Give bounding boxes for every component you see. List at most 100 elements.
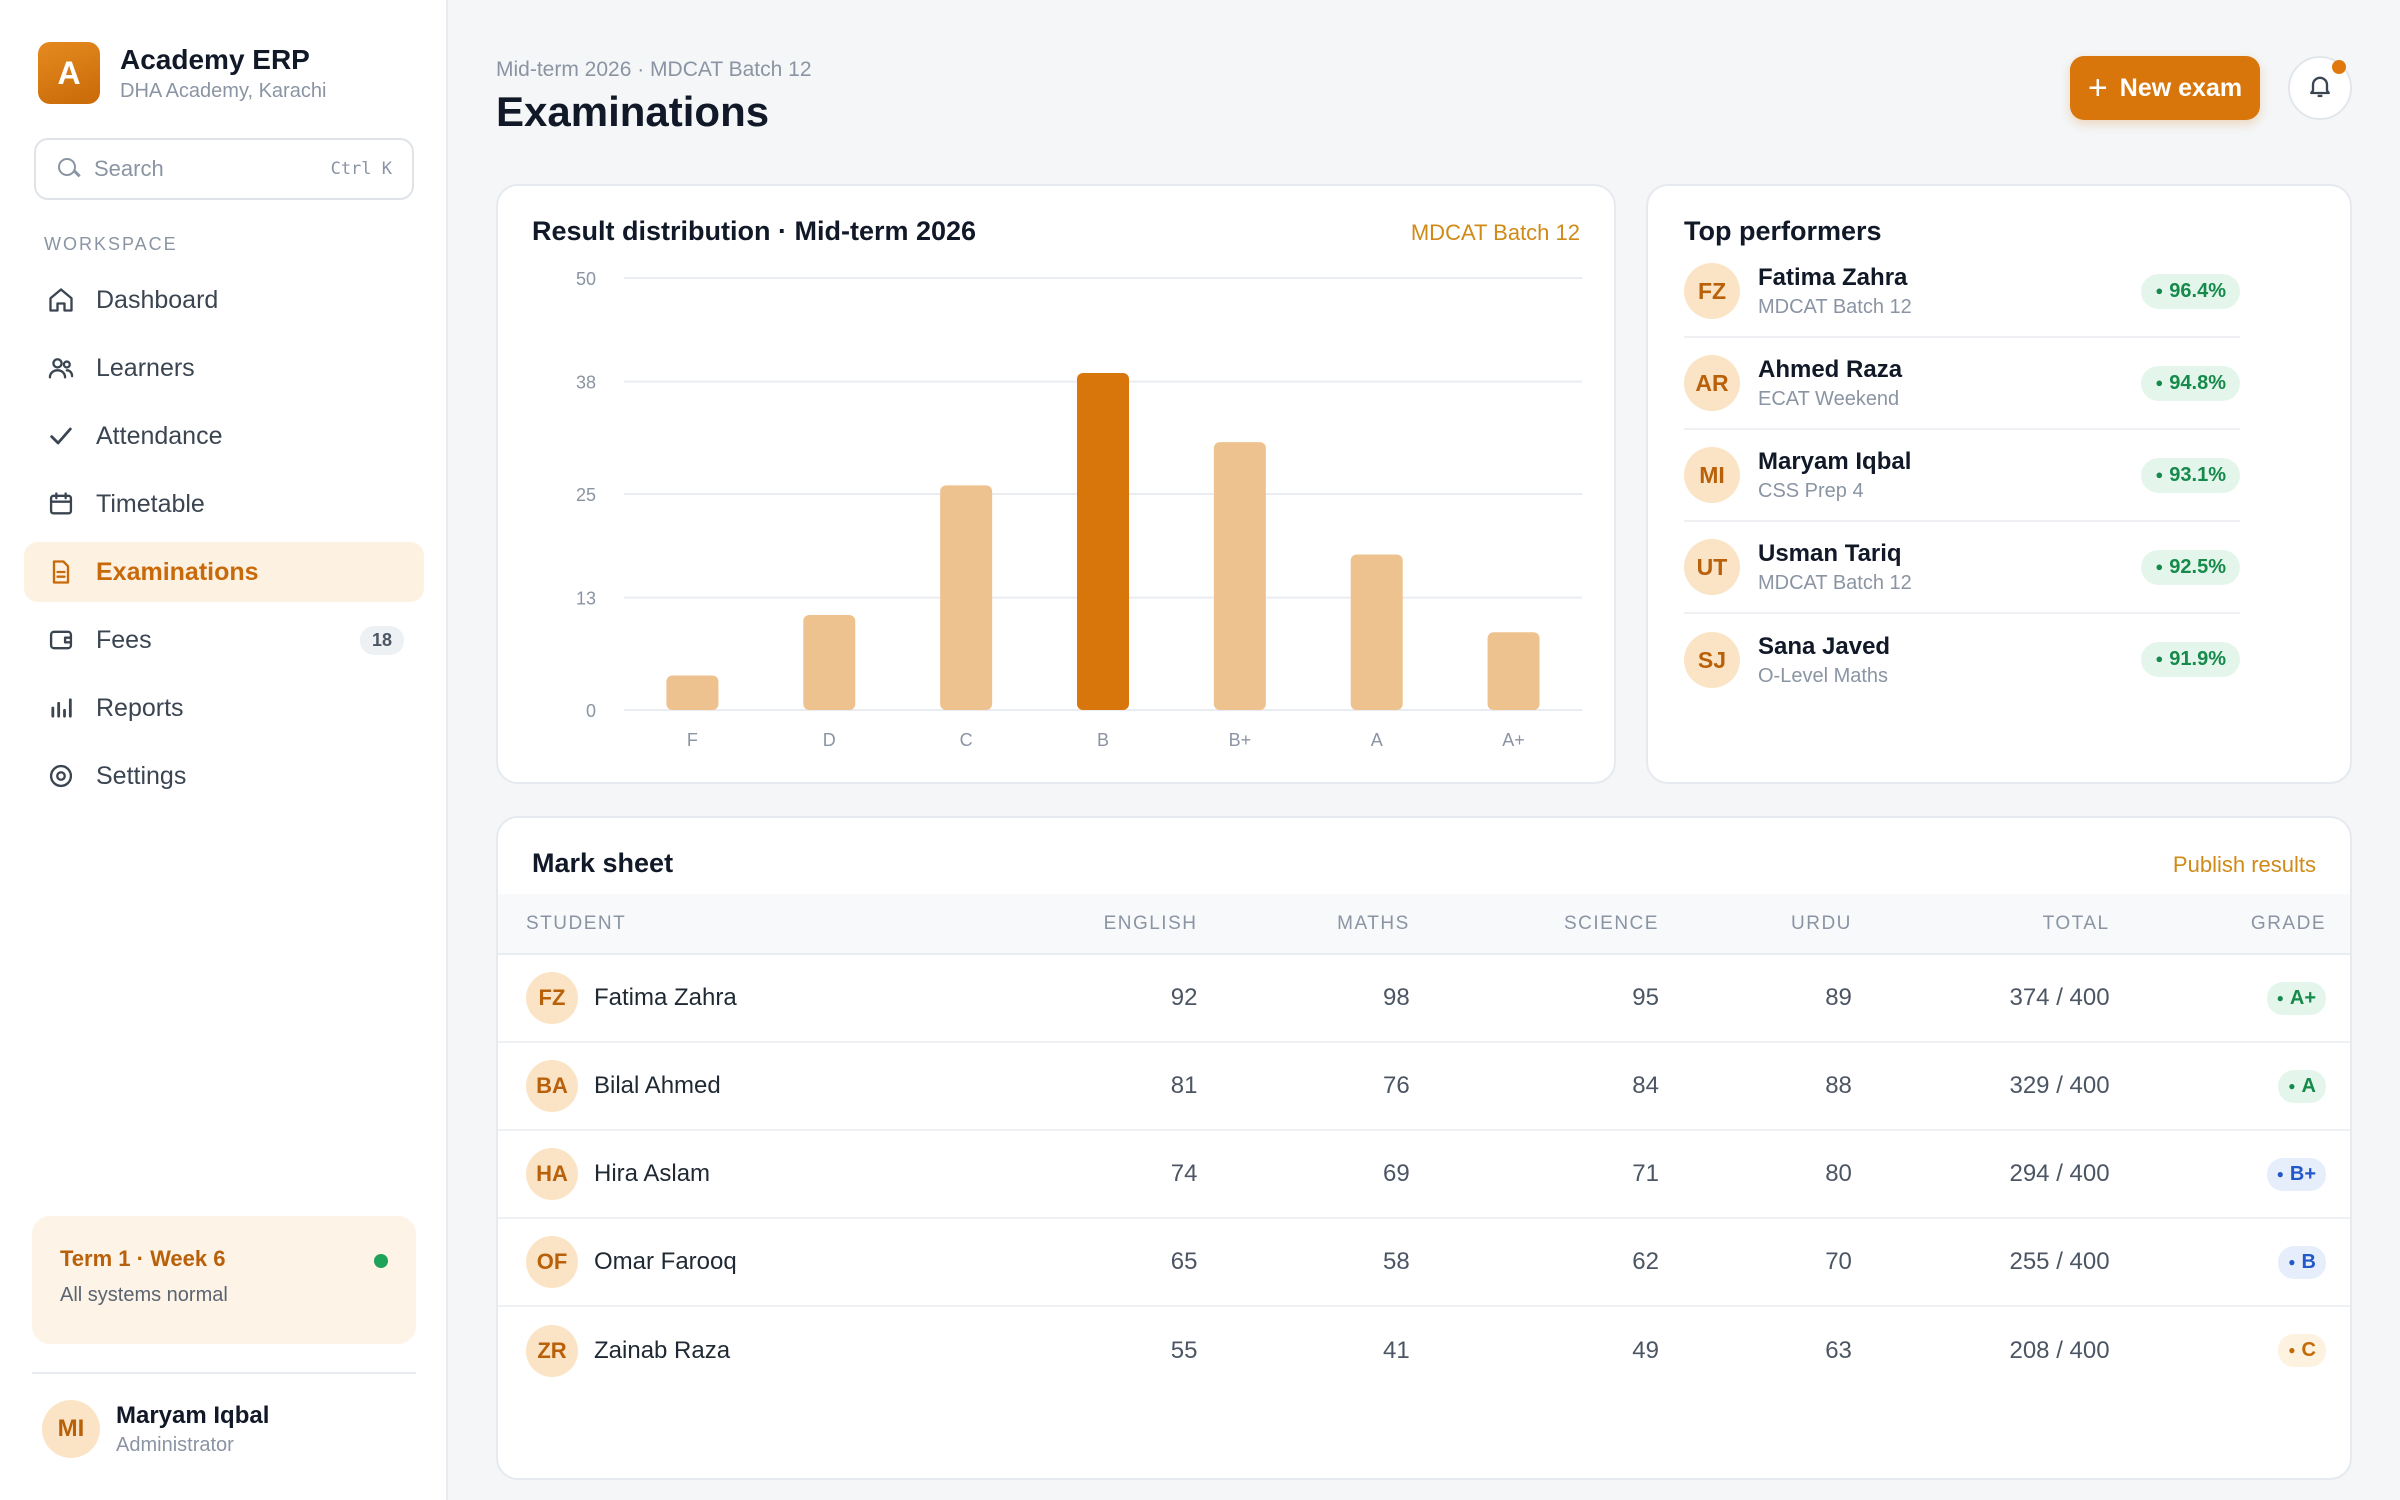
list-item[interactable]: FZ Fatima Zahra MDCAT Batch 12 96.4% [1684, 246, 2240, 338]
performer-batch: MDCAT Batch 12 [1758, 295, 1912, 318]
sidebar-item-label: Timetable [96, 489, 205, 518]
y-tick-label: 50 [576, 269, 596, 289]
new-exam-label: New exam [2119, 73, 2243, 102]
search-placeholder: Search [94, 156, 164, 181]
avatar: MI [1684, 447, 1740, 503]
breadcrumb: Mid-term 2026 · MDCAT Batch 12 [496, 58, 812, 81]
page-title: Examinations [496, 88, 770, 135]
english-score: 65 [1170, 1248, 1198, 1275]
user-role: Administrator [116, 1433, 234, 1456]
avatar: FZ [1684, 263, 1740, 319]
top-performers-card: Top performers FZ Fatima Zahra MDCAT Bat… [1646, 184, 2352, 784]
term-status-title: Term 1 · Week 6 [60, 1246, 226, 1271]
mark-sheet-card: Mark sheet Publish results STUDENT ENGLI… [496, 816, 2352, 1480]
bar-C [940, 485, 993, 710]
search-input[interactable]: Search Ctrl K [34, 138, 414, 200]
home-icon [46, 285, 76, 315]
urdu-score: 80 [1825, 1160, 1852, 1187]
grade-cell: C [2138, 1306, 2350, 1394]
x-tick-label: C [960, 730, 973, 750]
brand-subtitle: DHA Academy, Karachi [120, 79, 327, 102]
grade-badge: A [2278, 1069, 2326, 1103]
term-status-subtitle: All systems normal [60, 1284, 228, 1306]
sidebar-item-label: Fees [96, 625, 152, 654]
maths-score: 76 [1383, 1072, 1410, 1099]
student-cell: HA Hira Aslam [498, 1130, 978, 1218]
score-badge: 94.8% [2141, 366, 2240, 401]
grade-badge: A+ [2266, 981, 2326, 1015]
science-score: 71 [1632, 1160, 1659, 1187]
sidebar-item-dashboard[interactable]: Dashboard [24, 270, 424, 330]
sidebar-item-attendance[interactable]: Attendance [24, 406, 424, 466]
sidebar-item-examinations[interactable]: Examinations [24, 542, 424, 602]
user-name: Maryam Iqbal [116, 1401, 270, 1429]
column-header-science[interactable]: SCIENCE [1437, 894, 1687, 955]
wallet-icon [46, 625, 76, 655]
table-row[interactable]: BA Bilal Ahmed 81 76 84 88 329 / 400 A [498, 1042, 2350, 1130]
user-profile[interactable]: MI Maryam Iqbal Administrator [42, 1400, 269, 1458]
performer-name: Ahmed Raza [1758, 355, 1903, 383]
grade-badge: B+ [2266, 1157, 2326, 1191]
sidebar-item-settings[interactable]: Settings [24, 746, 424, 806]
maths-score: 41 [1383, 1336, 1410, 1364]
column-header-total[interactable]: TOTAL [1879, 894, 2138, 955]
sidebar-item-label: Learners [96, 353, 195, 382]
calendar-icon [46, 489, 76, 519]
column-header-student[interactable]: STUDENT [498, 894, 978, 955]
chart-batch-tag: MDCAT Batch 12 [1410, 220, 1580, 245]
search-icon [56, 156, 82, 182]
sidebar-divider [32, 1372, 416, 1374]
urdu-score: 70 [1825, 1248, 1852, 1275]
list-item[interactable]: SJ Sana Javed O-Level Maths 91.9% [1684, 614, 2240, 706]
x-tick-label: F [687, 730, 698, 750]
fees-count-badge: 18 [359, 625, 404, 655]
avatar: SJ [1684, 632, 1740, 688]
sidebar-item-fees[interactable]: Fees 18 [24, 610, 424, 670]
brand-logo: A [38, 42, 100, 104]
sidebar-item-timetable[interactable]: Timetable [24, 474, 424, 534]
column-header-urdu[interactable]: URDU [1686, 894, 1880, 955]
urdu-score: 63 [1825, 1336, 1852, 1364]
x-tick-label: A [1371, 730, 1383, 750]
new-exam-button[interactable]: + New exam [2070, 56, 2260, 120]
performer-name: Fatima Zahra [1758, 263, 1908, 291]
users-icon [46, 353, 76, 383]
sidebar-item-learners[interactable]: Learners [24, 338, 424, 398]
table-row[interactable]: HA Hira Aslam 74 69 71 80 294 / 400 B+ [498, 1130, 2350, 1218]
performer-batch: ECAT Weekend [1758, 387, 1900, 410]
avatar: FZ [526, 972, 578, 1024]
bar-A [1350, 554, 1403, 710]
table-row[interactable]: FZ Fatima Zahra 92 98 95 89 374 / 400 A+ [498, 954, 2350, 1042]
sidebar-item-label: Dashboard [96, 285, 219, 314]
grade-badge: C [2278, 1334, 2326, 1367]
sidebar-item-label: Attendance [96, 421, 223, 450]
column-header-maths[interactable]: MATHS [1225, 894, 1438, 955]
sidebar-nav: Dashboard Learners Attendance Timetable … [24, 270, 424, 814]
student-cell: BA Bilal Ahmed [498, 1042, 978, 1130]
list-item[interactable]: AR Ahmed Raza ECAT Weekend 94.8% [1684, 338, 2240, 430]
list-item[interactable]: UT Usman Tariq MDCAT Batch 12 92.5% [1684, 522, 2240, 614]
notifications-button[interactable] [2288, 56, 2352, 120]
grade-cell: B+ [2138, 1130, 2350, 1218]
brand[interactable]: A Academy ERP DHA Academy, Karachi [38, 42, 326, 104]
total-score: 208 / 400 [2009, 1336, 2110, 1364]
student-name: Zainab Raza [594, 1336, 731, 1364]
brand-name: Academy ERP [120, 43, 310, 75]
table-row[interactable]: OF Omar Farooq 65 58 62 70 255 / 400 B [498, 1218, 2350, 1306]
maths-score: 69 [1383, 1160, 1410, 1187]
grade-cell: B [2138, 1218, 2350, 1306]
column-header-grade[interactable]: GRADE [2137, 894, 2350, 955]
english-score: 55 [1170, 1336, 1198, 1364]
table-row[interactable]: ZR Zainab Raza 55 41 49 63 208 / 400 C [498, 1306, 2350, 1394]
publish-results-link[interactable]: Publish results [2172, 852, 2316, 877]
y-tick-label: 25 [576, 485, 596, 505]
list-item[interactable]: MI Maryam Iqbal CSS Prep 4 93.1% [1684, 430, 2240, 522]
student-name: Hira Aslam [594, 1160, 711, 1187]
bar-B+ [1213, 442, 1266, 710]
student-name: Fatima Zahra [594, 984, 737, 1011]
grade-cell: A+ [2138, 954, 2350, 1042]
total-score: 329 / 400 [2009, 1072, 2110, 1099]
column-header-english[interactable]: ENGLISH [978, 894, 1226, 955]
sidebar-item-reports[interactable]: Reports [24, 678, 424, 738]
avatar: ZR [526, 1324, 578, 1377]
